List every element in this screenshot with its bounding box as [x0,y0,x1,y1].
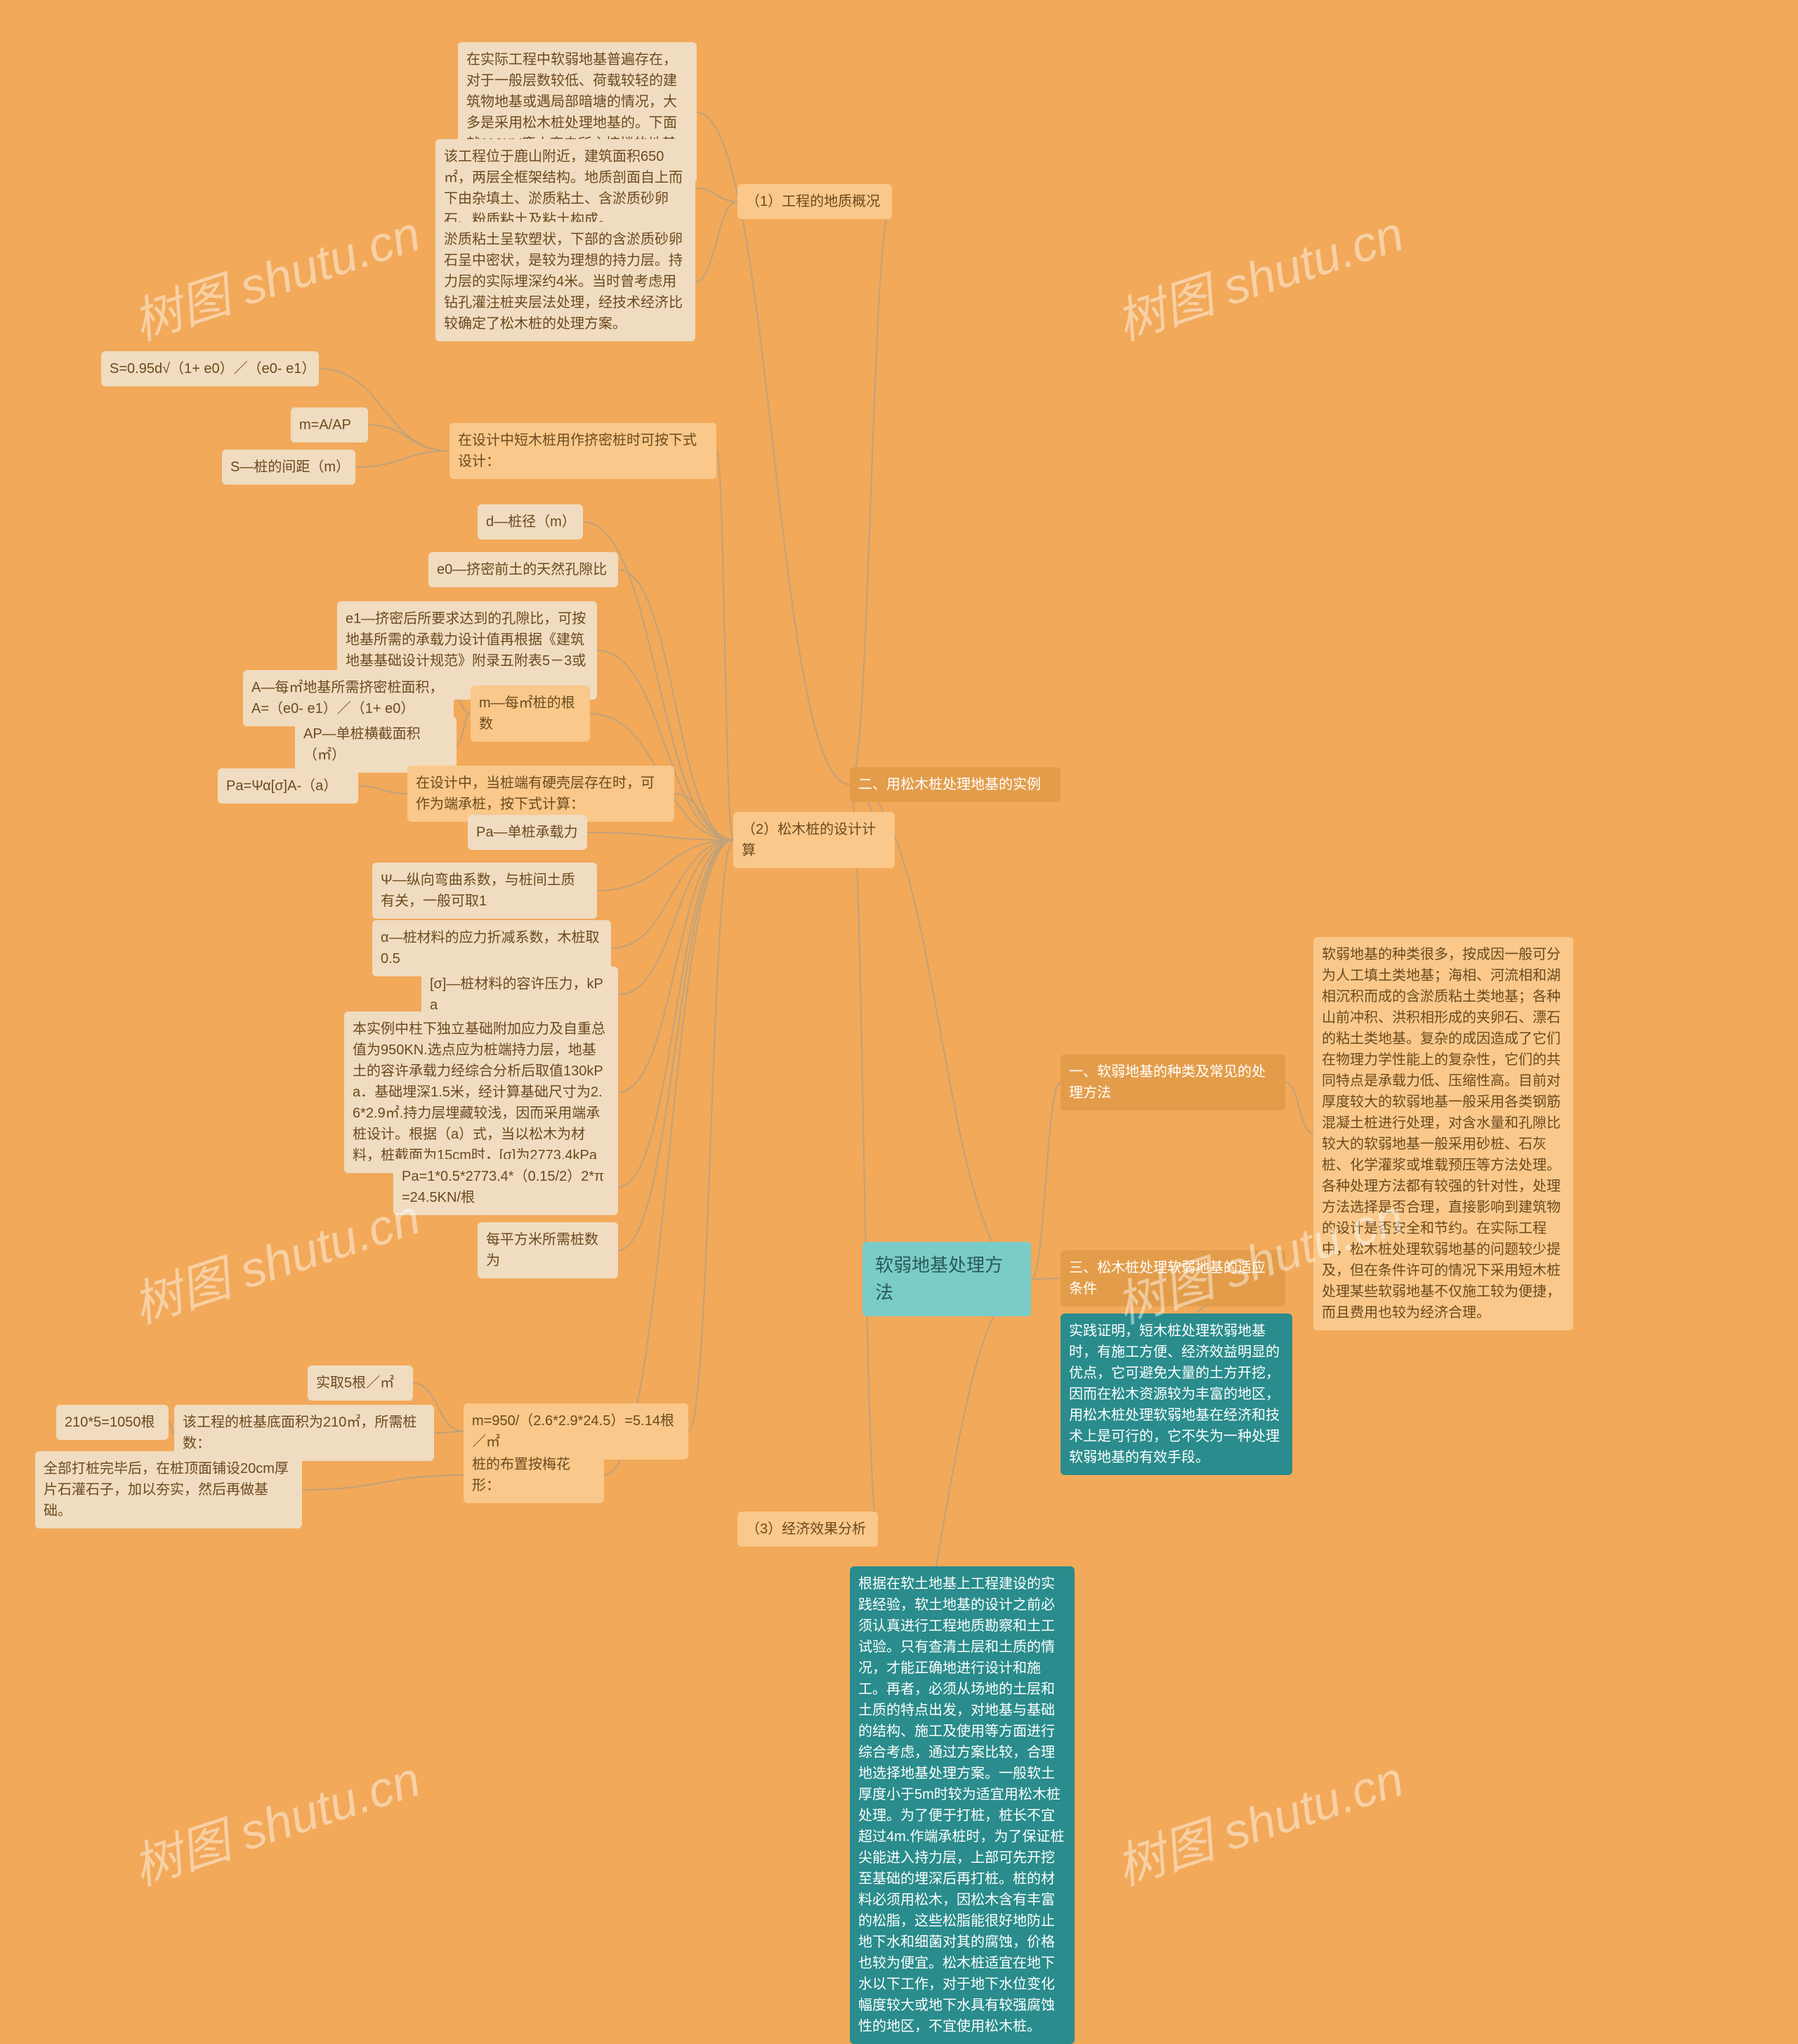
watermark: 树图 shutu.cn [123,195,428,354]
edge [618,840,733,1092]
node-b2: 二、用松木桩处理地基的实例 [850,767,1061,802]
edge [355,451,450,467]
edge [611,840,733,948]
edge [850,785,878,1529]
edge [850,202,892,785]
edge [302,1475,464,1490]
node-s2_m7: Pa=1*0.5*2773.4*（0.15/2）2*π=24.5KN/根 [393,1159,618,1215]
node-s2_f1: S=0.95d√（1+ e0）／（e0- e1） [101,351,319,386]
edge [688,840,733,1432]
edge [587,832,733,840]
node-s2_f7b: AP—单桩横截面积（㎡） [295,716,457,773]
edge [618,840,733,1187]
node-b1: 一、软弱地基的种类及常见的处理方法 [1061,1054,1285,1111]
node-s2_b3: 桩的布置按梅花形： [464,1447,604,1503]
node-s2_m1: Pa=Ψα[σ]A-（a） [218,768,358,804]
edge [169,1422,174,1433]
node-s2_m6: 本实例中柱下独立基础附加应力及自重总值为950KN.选点应为桩端持力层，地基土的… [344,1011,618,1173]
node-s2_f3: S—桩的间距（m） [222,450,355,485]
edge [674,794,733,840]
edge [618,840,733,1250]
edge [454,698,471,714]
edge [597,840,733,891]
node-b3_detail: 实践证明，短木桩处理软弱地基时，有施工方便、经济效益明显的优点，它可避免大量的土… [1061,1313,1292,1475]
node-s2_m2: Pa—单桩承载力 [468,815,587,850]
node-bottom_teal: 根据在软土地基上工程建设的实践经验，软土地基的设计之前必须认真进行工程地质勘察和… [850,1566,1075,2044]
watermark: 树图 shutu.cn [1106,1740,1412,1899]
node-s2_f4: d—桩径（m） [478,504,583,539]
node-s2_f5: e0—挤密前土的天然孔隙比 [428,552,618,587]
watermark: 树图 shutu.cn [123,1178,428,1337]
node-root: 软弱地基处理方法 [862,1242,1031,1316]
node-b2_s3: （3）经济效果分析 [737,1512,878,1547]
edge [716,451,733,840]
edge [695,188,737,202]
edge [358,786,407,794]
node-s2_m8: 每平方米所需桩数为 [478,1222,618,1278]
node-b3: 三、松木桩处理软弱地基的适应条件 [1061,1250,1285,1306]
node-s2_b2a: 210*5=1050根 [56,1405,169,1440]
node-b2_s2: （2）松木桩的设计计算 [733,812,895,868]
node-s2_f7: m—每㎡桩的根数 [471,686,590,742]
watermark: 树图 shutu.cn [1106,195,1412,354]
node-s2_m3: Ψ—纵向弯曲系数，与桩间土质有关，一般可取1 [372,863,597,919]
node-s2_b3a: 全部打桩完毕后，在桩顶面铺设20cm厚片石灌石子，加以夯实，然后再做基础。 [35,1451,302,1528]
node-b1_detail: 软弱地基的种类很多，按成因一般可分为人工填土类地基；海相、河流相和湖相沉积而成的… [1313,937,1573,1330]
edge [457,714,471,745]
edge [368,425,450,451]
edge [618,840,733,995]
node-s2_f2: m=A/AP [291,407,368,443]
edge [695,202,737,282]
edge [1031,1278,1061,1279]
watermark: 树图 shutu.cn [123,1740,428,1899]
edge [1031,1082,1061,1279]
node-s2_b1: 实取5根／㎡ [308,1365,413,1401]
edge [434,1432,464,1433]
node-b2_s1_b: 淤质粘土呈软塑状，下部的含淤质砂卵石呈中密状，是较为理想的持力层。持力层的实际埋… [435,222,695,341]
edge [1285,1082,1313,1134]
node-s2_formula_top: 在设计中短木桩用作挤密桩时可按下式设计： [450,423,716,479]
node-s2_mid: 在设计中，当桩端有硬壳层存在时，可作为端承桩，按下式计算： [407,766,674,822]
edge [604,840,733,1475]
node-b2_s1: （1）工程的地质概况 [737,184,892,219]
